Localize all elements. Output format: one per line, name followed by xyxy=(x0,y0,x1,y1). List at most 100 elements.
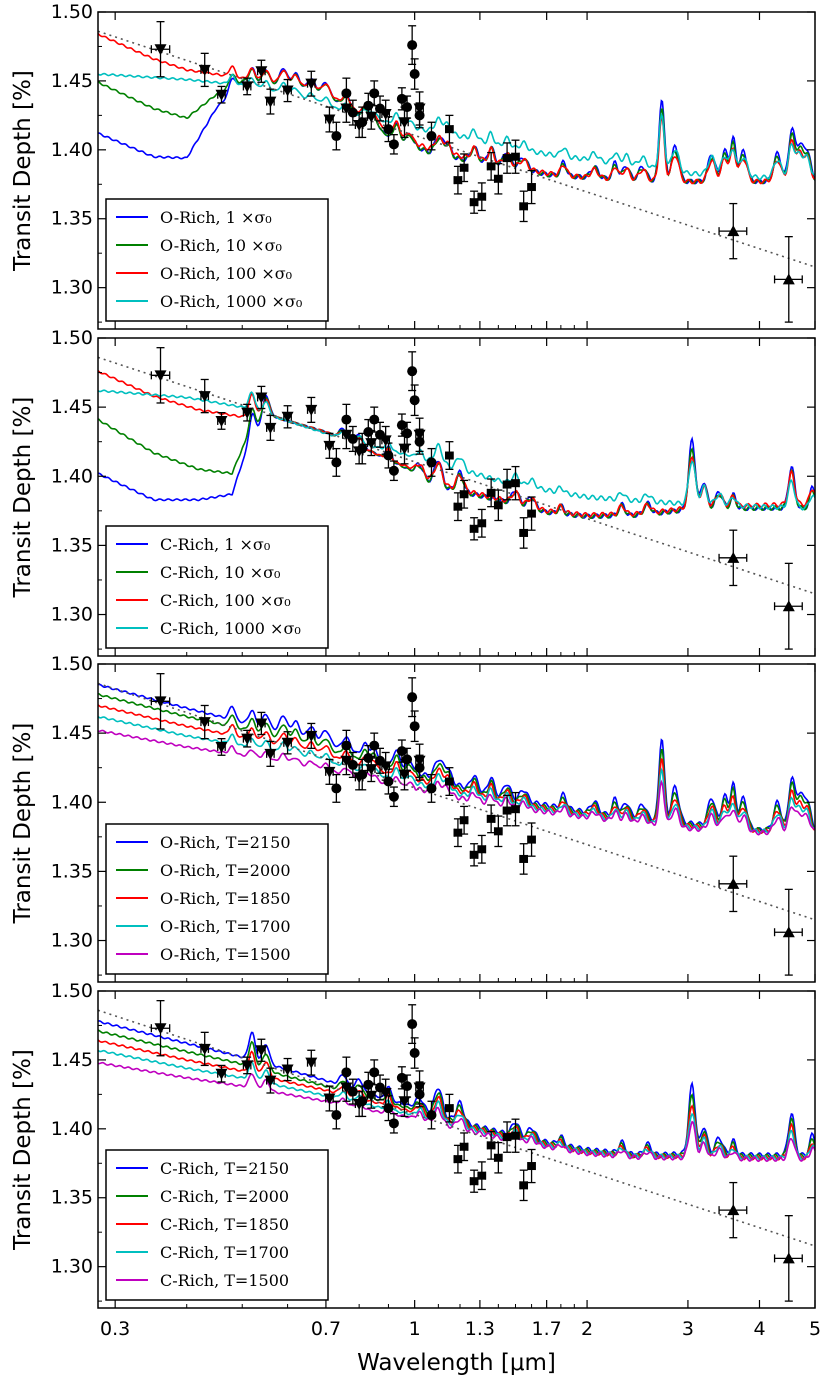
legend-label: C-Rich, 1 ×σ₀ xyxy=(160,535,270,554)
observation-triangle-down xyxy=(215,1068,228,1080)
legend-label: O-Rich, 10 ×σ₀ xyxy=(160,236,282,255)
observation-triangle-down xyxy=(241,81,254,93)
observation-circle xyxy=(388,791,399,802)
observation-square xyxy=(470,198,479,207)
observation-square xyxy=(511,152,520,161)
observation-square xyxy=(527,509,536,518)
x-tick-label: 4 xyxy=(753,1318,765,1340)
legend-label: C-Rich, T=1700 xyxy=(160,1243,289,1262)
observation-square xyxy=(527,1162,536,1171)
legend-label: C-Rich, 10 ×σ₀ xyxy=(160,563,280,582)
observation-square xyxy=(470,1177,479,1186)
series-line-3 xyxy=(98,1039,815,1161)
observation-triangle-down xyxy=(255,1045,268,1057)
observation-circle xyxy=(383,124,394,135)
observation-triangle-down xyxy=(305,404,318,416)
legend-label: C-Rich, T=2000 xyxy=(160,1187,289,1206)
legend-label: C-Rich, 1000 ×σ₀ xyxy=(160,619,301,638)
plot-area-2 xyxy=(98,347,815,650)
observation-square xyxy=(527,183,536,192)
observation-triangle-down xyxy=(198,717,211,729)
observation-square xyxy=(460,1142,469,1151)
legend-label: C-Rich, T=2150 xyxy=(160,1159,289,1178)
observation-square xyxy=(477,1171,486,1180)
legend-label: O-Rich, 1 ×σ₀ xyxy=(160,208,272,227)
observation-circle xyxy=(414,436,425,447)
observation-square xyxy=(511,805,520,814)
observation-square xyxy=(503,1133,512,1142)
observation-square xyxy=(519,1181,528,1190)
observation-circle xyxy=(409,1048,420,1059)
observation-circle xyxy=(396,1072,407,1083)
observation-triangle-up xyxy=(782,926,795,938)
observation-circle xyxy=(396,746,407,757)
legend-label: O-Rich, T=2150 xyxy=(160,833,291,852)
y-tick-label: 1.45 xyxy=(51,722,93,744)
legend: O-Rich, T=2150 O-Rich, T=2000 O-Rich, T=18… xyxy=(105,823,329,975)
series-line-4 xyxy=(98,72,815,181)
observation-triangle-down xyxy=(255,66,268,78)
observation-circle xyxy=(396,93,407,104)
legend-label: C-Rich, 100 ×σ₀ xyxy=(160,591,291,610)
observation-square xyxy=(494,1153,503,1162)
y-tick-label: 1.30 xyxy=(51,1256,93,1278)
y-tick-label: 1.50 xyxy=(51,653,93,675)
legend-label: C-Rich, T=1850 xyxy=(160,1215,289,1234)
observation-circle xyxy=(388,465,399,476)
observation-triangle-up xyxy=(782,273,795,285)
observation-triangle-down xyxy=(281,1064,294,1076)
observation-triangle-down xyxy=(305,730,318,742)
series-line-4 xyxy=(98,716,815,835)
observation-square xyxy=(445,451,454,460)
observation-circle xyxy=(341,88,352,99)
legend-label: O-Rich, 100 ×σ₀ xyxy=(160,264,292,283)
observation-circle xyxy=(414,762,425,773)
observation-circle xyxy=(363,1079,374,1090)
observation-square xyxy=(470,524,479,533)
observation-square xyxy=(487,814,496,823)
series-line-2 xyxy=(98,396,815,520)
observation-circle xyxy=(388,139,399,150)
legend-label: C-Rich, T=1500 xyxy=(160,1271,289,1290)
observation-square xyxy=(494,501,503,510)
observation-triangle-down xyxy=(323,1093,336,1105)
observation-circle xyxy=(341,740,352,751)
observation-square xyxy=(470,850,479,859)
legend-label: O-Rich, 1000 ×σ₀ xyxy=(160,292,302,311)
y-tick-label: 1.35 xyxy=(51,1187,93,1209)
series-line-2 xyxy=(98,692,815,833)
observation-circle xyxy=(426,131,437,142)
y-axis-label: Transit Depth [%] xyxy=(10,70,36,272)
observation-square xyxy=(519,854,528,863)
observation-square xyxy=(453,828,462,837)
y-tick-label: 1.50 xyxy=(51,327,93,349)
y-tick-label: 1.45 xyxy=(51,396,93,418)
observation-triangle-down xyxy=(398,1096,411,1108)
observation-triangle-down xyxy=(264,96,277,108)
series-line-3 xyxy=(98,32,815,185)
observation-triangle-down xyxy=(281,411,294,423)
observation-circle xyxy=(347,759,358,770)
legend: C-Rich, 1 ×σ₀ C-Rich, 10 ×σ₀ C-Rich, 100 ×… xyxy=(105,525,329,649)
observation-triangle-down xyxy=(264,748,277,760)
observation-circle xyxy=(375,1082,386,1093)
observation-square xyxy=(519,528,528,537)
x-tick-label: 1.7 xyxy=(532,1318,562,1340)
observation-circle xyxy=(357,117,368,128)
observation-square xyxy=(519,202,528,211)
observation-circle xyxy=(383,776,394,787)
legend: O-Rich, 1 ×σ₀ O-Rich, 10 ×σ₀ O-Rich, 100 ×… xyxy=(105,198,329,322)
observation-circle xyxy=(357,769,368,780)
observation-square xyxy=(487,162,496,171)
legend-label: O-Rich, T=2000 xyxy=(160,861,291,880)
observation-circle xyxy=(341,414,352,425)
observation-triangle-down xyxy=(281,737,294,749)
observation-triangle-down xyxy=(281,85,294,97)
observation-circle xyxy=(369,88,380,99)
observation-circle xyxy=(383,450,394,461)
observation-circle xyxy=(388,1118,399,1129)
observation-circle xyxy=(414,1089,425,1100)
observation-circle xyxy=(341,1067,352,1078)
y-axis-label: Transit Depth [%] xyxy=(10,723,36,925)
